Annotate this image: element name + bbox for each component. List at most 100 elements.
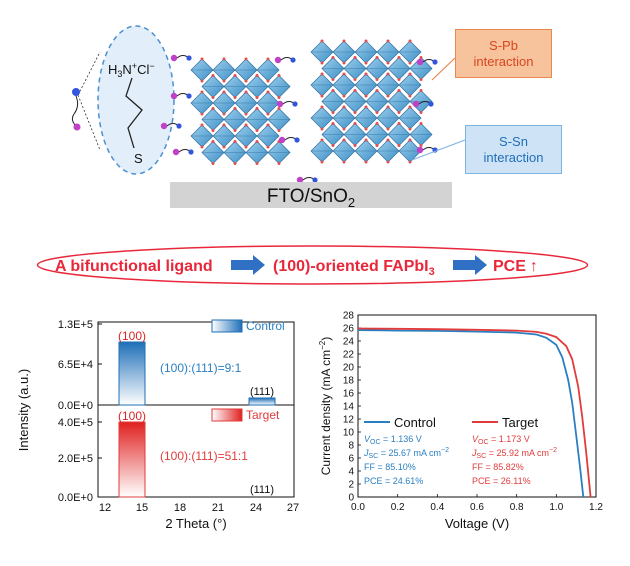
jv-xtick-label: 0.0 [351,502,365,513]
halide-atom [331,78,335,81]
halide-atom [255,162,259,165]
ligand-ion [274,56,282,64]
halide-atom [244,90,248,94]
xrd-panel: Control (100) (111) (100):(111)=9:1 Targ… [16,319,299,531]
halide-atom [342,39,346,43]
halide-atom [419,56,423,59]
summary-part3: PCE ↑ [493,258,538,275]
halide-atom [331,144,335,147]
callout-s-sn: S-Sn interaction [465,125,562,174]
jv-target-ff: FF = 85.82% [472,462,524,472]
summary-arrow-1 [231,255,265,275]
jv-xtick-label: 0.8 [510,502,524,513]
ligand-ion [416,146,424,154]
jv-target-jsc: JSC = 25.92 mA cm−2 [471,447,557,460]
jv-ytick-label: 4 [348,467,354,478]
halide-atom [353,89,357,92]
jv-ytick-label: 14 [343,402,355,413]
ligand-ion [276,100,284,108]
xrd-top-ytick-2: 1.3E+5 [58,319,93,331]
halide-atom [397,111,401,114]
ligand-chain [71,95,79,127]
callout-s-sn-line1: S-Sn [499,133,528,149]
jv-target-params: VOC = 1.173 V JSC = 25.92 mA cm−2 FF = 8… [471,434,557,486]
halide-atom [386,160,390,164]
halide-atom [277,129,281,132]
summary-arrow-2 [453,255,487,275]
ligand-head [186,93,192,99]
halide-atom [408,105,412,109]
halide-atom [277,74,281,77]
ligand-molecule-oval [97,25,175,175]
halide-atom [200,145,204,149]
xrd-top-ytick-0: 0.0E+0 [58,400,93,412]
jv-ytick-label: 8 [348,441,354,452]
halide-atom [364,127,368,131]
jv-ytick-label: 0 [348,493,354,504]
halide-atom [364,39,368,43]
halide-atom [408,72,412,76]
halide-atom [331,111,335,114]
halide-atom [364,105,368,109]
ligand-ion [170,92,178,100]
halide-atom [200,57,204,61]
halide-atom [222,57,226,61]
halide-atom [277,107,281,110]
zoom-line-bottom [77,94,101,151]
xrd-xtick-2: 18 [174,502,186,514]
jv-curve-control [357,329,585,498]
ligand-head [188,149,194,155]
halide-atom [386,127,390,131]
halide-atom [342,160,346,164]
halide-atom [320,61,324,65]
xrd-xtick-3: 21 [212,502,224,514]
halide-atom [386,94,390,98]
halide-atom [397,144,401,147]
halide-atom [375,78,379,81]
halide-atom [222,90,226,94]
jv-control-jsc: JSC = 25.67 mA cm−2 [363,447,449,460]
xrd-xtick-0: 12 [99,502,111,514]
xrd-xtick-4: 24 [250,502,262,514]
halide-atom [211,74,215,77]
halide-atom [408,127,412,131]
halide-atom [386,138,390,142]
halide-atom [419,111,423,114]
jv-xlabel: Voltage (V) [445,516,509,531]
halide-atom [233,74,237,77]
xrd-xticks: 12 15 18 21 24 27 [99,502,299,514]
ligand-head [312,177,318,183]
jv-ytick-label: 16 [343,389,355,400]
ligand-head [186,55,192,61]
halide-atom [419,144,423,147]
callout-s-sn-line2: interaction [483,149,544,165]
xrd-top-peak-100-label: (100) [118,329,146,343]
callout-pb-pointer [431,57,456,81]
xrd-bottom-ytick-1: 2.0E+5 [58,453,93,465]
substrate-label: FTO/SnO2 [267,186,355,210]
halide-atom [386,61,390,65]
xrd-top-legend-swatch [211,319,243,333]
halide-atom [342,94,346,98]
xrd-xtick-1: 15 [136,502,148,514]
jv-xtick-label: 0.2 [391,502,405,513]
perovskite-crystal-left [190,57,291,165]
halide-atom [364,160,368,164]
xrd-top-peak-100 [118,341,146,406]
perovskite-crystal-right [310,39,433,164]
halide-atom [397,78,401,81]
halide-atom [320,105,324,109]
jv-ytick-label: 22 [343,350,355,361]
halide-atom [408,39,412,43]
halide-atom [419,122,423,125]
halide-atom [342,72,346,76]
jv-xticks: 0.0 0.2 0.4 0.6 0.8 1.0 1.2 [351,494,603,513]
jv-ytick-label: 2 [348,480,354,491]
xrd-top-peak-111-label: (111) [250,386,274,398]
ligand-head [428,101,434,107]
halide-atom [364,94,368,98]
halide-atom [386,72,390,76]
halide-atom [266,90,270,94]
halide-atom [244,79,248,83]
